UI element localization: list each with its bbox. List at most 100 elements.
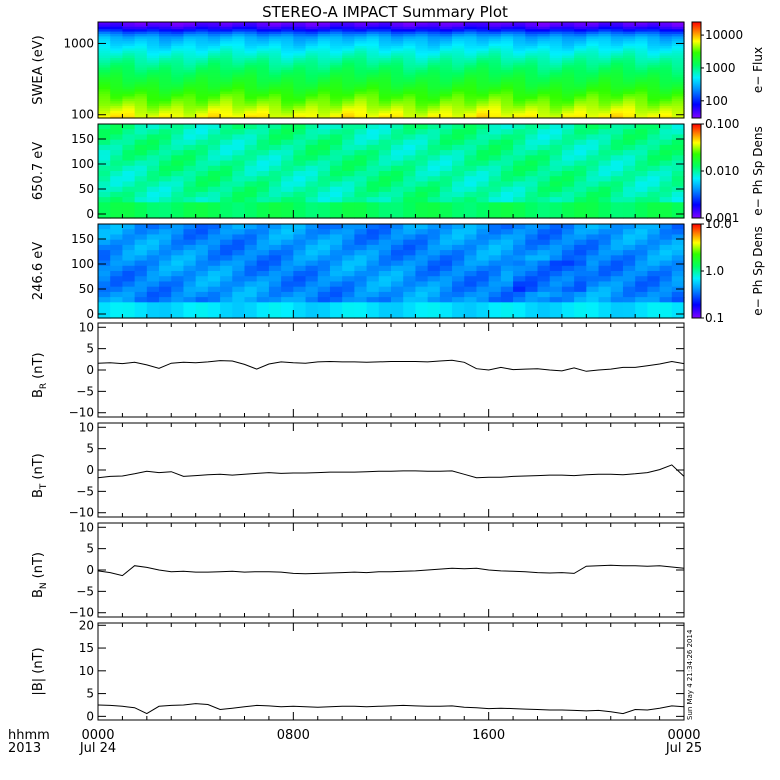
heat-cell: [647, 46, 661, 49]
heat-cell: [183, 74, 197, 78]
heat-cell: [146, 26, 160, 30]
x-tick-label: 0800: [277, 728, 310, 743]
heat-cell: [232, 202, 246, 209]
heat-cell: [232, 129, 246, 136]
heat-cell: [452, 110, 465, 114]
heat-cell: [159, 271, 172, 277]
heat-cell: [537, 134, 551, 141]
heat-cell: [159, 234, 172, 241]
heat-cell: [146, 191, 160, 198]
heat-cell: [439, 82, 453, 85]
heat-cell: [622, 113, 636, 117]
heat-cell: [549, 144, 563, 151]
heat-cell: [317, 207, 331, 214]
heat-cell: [342, 207, 355, 214]
heat-cell: [635, 89, 648, 93]
heat-cell: [647, 41, 661, 45]
heat-cell: [232, 65, 246, 69]
heat-cell: [122, 29, 136, 33]
heat-cell: [537, 74, 551, 78]
heat-cell: [464, 26, 478, 30]
heat-cell: [391, 50, 404, 54]
heat-cell: [354, 70, 368, 73]
heat-cell: [317, 134, 331, 141]
heat-cell: [110, 84, 124, 88]
heat-cell: [354, 297, 368, 303]
heat-cell: [122, 62, 136, 66]
heat-cell: [610, 106, 624, 109]
y-tick-label: 5: [86, 342, 94, 356]
heat-cell: [622, 70, 636, 73]
heat-cell: [207, 150, 221, 156]
heat-cell: [427, 197, 441, 203]
heat-cell: [500, 255, 514, 262]
heat-cell: [98, 41, 111, 45]
heat-cell: [647, 110, 661, 114]
heat-cell: [354, 115, 368, 119]
heat-cell: [464, 307, 478, 314]
heat-cell: [317, 234, 331, 241]
heat-cell: [427, 224, 441, 230]
heat-cell: [195, 43, 209, 47]
heat-cell: [574, 72, 587, 76]
heat-cell: [220, 62, 233, 66]
heat-cell: [220, 134, 233, 141]
heat-cell: [403, 260, 417, 267]
heat-cell: [537, 129, 551, 136]
heat-cell: [207, 53, 221, 57]
heat-cell: [122, 234, 136, 241]
heat-cell: [317, 77, 331, 81]
heat-cell: [232, 106, 246, 109]
heat-cell: [598, 58, 612, 61]
heat-cell: [244, 106, 258, 109]
heat-cell: [439, 181, 453, 188]
heat-cell: [403, 297, 417, 303]
heat-cell: [195, 150, 209, 156]
heat-cell: [659, 50, 673, 54]
heat-cell: [622, 31, 636, 35]
heat-cell: [427, 110, 441, 114]
heat-cell: [464, 265, 478, 272]
heat-cell: [293, 53, 307, 57]
heat-cell: [293, 165, 307, 172]
heat-cell: [549, 129, 563, 136]
heat-cell: [122, 72, 136, 76]
heat-cell: [671, 29, 685, 33]
heat-cell: [561, 113, 575, 117]
heat-cell: [488, 160, 502, 167]
heat-cell: [171, 165, 185, 172]
heat-cell: [647, 67, 661, 71]
heat-cell: [354, 144, 368, 151]
heat-cell: [110, 72, 124, 76]
heat-cell: [598, 239, 612, 246]
heat-cell: [610, 291, 624, 298]
heat-cell: [647, 62, 661, 66]
heat-cell: [268, 79, 282, 83]
heat-cell: [378, 50, 392, 54]
heat-cell: [342, 239, 355, 246]
heat-cell: [647, 202, 661, 209]
heat-cell: [525, 50, 539, 54]
heat-cell: [122, 79, 136, 83]
heat-cell: [159, 62, 172, 66]
heat-cell: [183, 34, 197, 37]
heat-cell: [195, 106, 209, 109]
heat-cell: [110, 22, 124, 25]
heat-cell: [500, 43, 514, 47]
heat-cell: [110, 286, 124, 293]
heat-cell: [439, 212, 453, 219]
heat-cell: [207, 103, 221, 107]
heat-cell: [317, 34, 331, 37]
heat-cell: [403, 234, 417, 241]
heat-cell: [244, 94, 258, 97]
heat-cell: [329, 53, 343, 57]
heat-cell: [476, 72, 490, 76]
heat-cell: [427, 271, 441, 277]
heat-cell: [561, 58, 575, 61]
heat-cell: [122, 43, 136, 47]
y-tick-label: 10: [79, 320, 94, 334]
heat-cell: [342, 31, 355, 35]
heat-cell: [549, 94, 563, 97]
heat-cell: [268, 106, 282, 109]
